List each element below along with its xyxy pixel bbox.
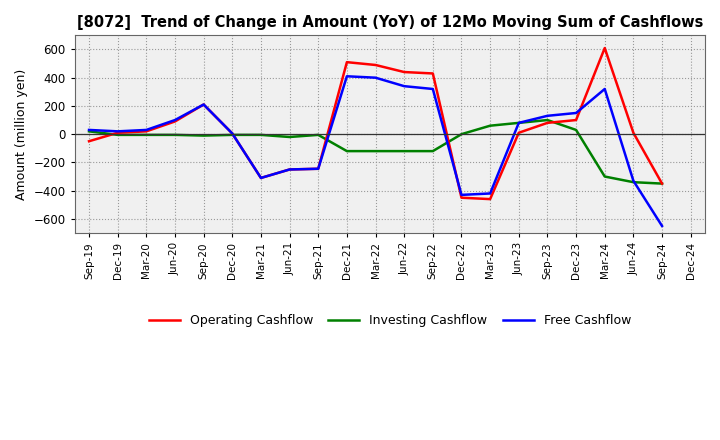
Investing Cashflow: [572, 127, 580, 132]
Free Cashflow: [314, 166, 323, 172]
Free Cashflow: [85, 127, 94, 132]
Operating Cashflow: [515, 130, 523, 136]
Free Cashflow: [228, 131, 237, 136]
Investing Cashflow: [343, 148, 351, 154]
Investing Cashflow: [372, 148, 380, 154]
Operating Cashflow: [228, 131, 237, 136]
Free Cashflow: [256, 175, 265, 180]
Operating Cashflow: [600, 45, 609, 51]
Investing Cashflow: [457, 132, 466, 137]
Free Cashflow: [171, 117, 179, 123]
Operating Cashflow: [543, 120, 552, 125]
Operating Cashflow: [285, 167, 294, 172]
Free Cashflow: [400, 84, 408, 89]
Investing Cashflow: [543, 117, 552, 123]
Free Cashflow: [372, 75, 380, 81]
Investing Cashflow: [199, 133, 208, 138]
Investing Cashflow: [85, 129, 94, 134]
Investing Cashflow: [657, 181, 666, 186]
Title: [8072]  Trend of Change in Amount (YoY) of 12Mo Moving Sum of Cashflows: [8072] Trend of Change in Amount (YoY) o…: [76, 15, 703, 30]
Investing Cashflow: [428, 148, 437, 154]
Operating Cashflow: [85, 139, 94, 144]
Line: Investing Cashflow: Investing Cashflow: [89, 120, 662, 183]
Free Cashflow: [285, 167, 294, 172]
Free Cashflow: [600, 86, 609, 92]
Operating Cashflow: [457, 195, 466, 200]
Investing Cashflow: [228, 132, 237, 138]
Operating Cashflow: [142, 129, 150, 134]
Free Cashflow: [199, 102, 208, 107]
Investing Cashflow: [256, 132, 265, 138]
Free Cashflow: [428, 86, 437, 92]
Free Cashflow: [629, 178, 638, 183]
Operating Cashflow: [657, 181, 666, 186]
Investing Cashflow: [486, 123, 495, 128]
Operating Cashflow: [372, 62, 380, 68]
Operating Cashflow: [314, 166, 323, 172]
Operating Cashflow: [171, 119, 179, 124]
Investing Cashflow: [400, 148, 408, 154]
Investing Cashflow: [515, 120, 523, 125]
Y-axis label: Amount (million yen): Amount (million yen): [15, 69, 28, 200]
Operating Cashflow: [256, 175, 265, 180]
Operating Cashflow: [199, 102, 208, 107]
Free Cashflow: [543, 113, 552, 118]
Free Cashflow: [486, 191, 495, 196]
Operating Cashflow: [343, 59, 351, 65]
Operating Cashflow: [486, 197, 495, 202]
Operating Cashflow: [629, 130, 638, 136]
Investing Cashflow: [113, 132, 122, 138]
Free Cashflow: [142, 127, 150, 132]
Investing Cashflow: [171, 132, 179, 138]
Free Cashflow: [113, 129, 122, 134]
Free Cashflow: [572, 110, 580, 116]
Operating Cashflow: [400, 70, 408, 75]
Line: Operating Cashflow: Operating Cashflow: [89, 48, 662, 199]
Free Cashflow: [457, 192, 466, 198]
Investing Cashflow: [629, 180, 638, 185]
Free Cashflow: [343, 73, 351, 79]
Operating Cashflow: [572, 117, 580, 123]
Investing Cashflow: [142, 132, 150, 138]
Operating Cashflow: [113, 130, 122, 136]
Operating Cashflow: [428, 71, 437, 76]
Free Cashflow: [515, 120, 523, 125]
Investing Cashflow: [285, 134, 294, 139]
Free Cashflow: [657, 224, 666, 229]
Legend: Operating Cashflow, Investing Cashflow, Free Cashflow: Operating Cashflow, Investing Cashflow, …: [148, 314, 631, 327]
Line: Free Cashflow: Free Cashflow: [89, 76, 662, 226]
Investing Cashflow: [600, 174, 609, 179]
Investing Cashflow: [314, 132, 323, 138]
